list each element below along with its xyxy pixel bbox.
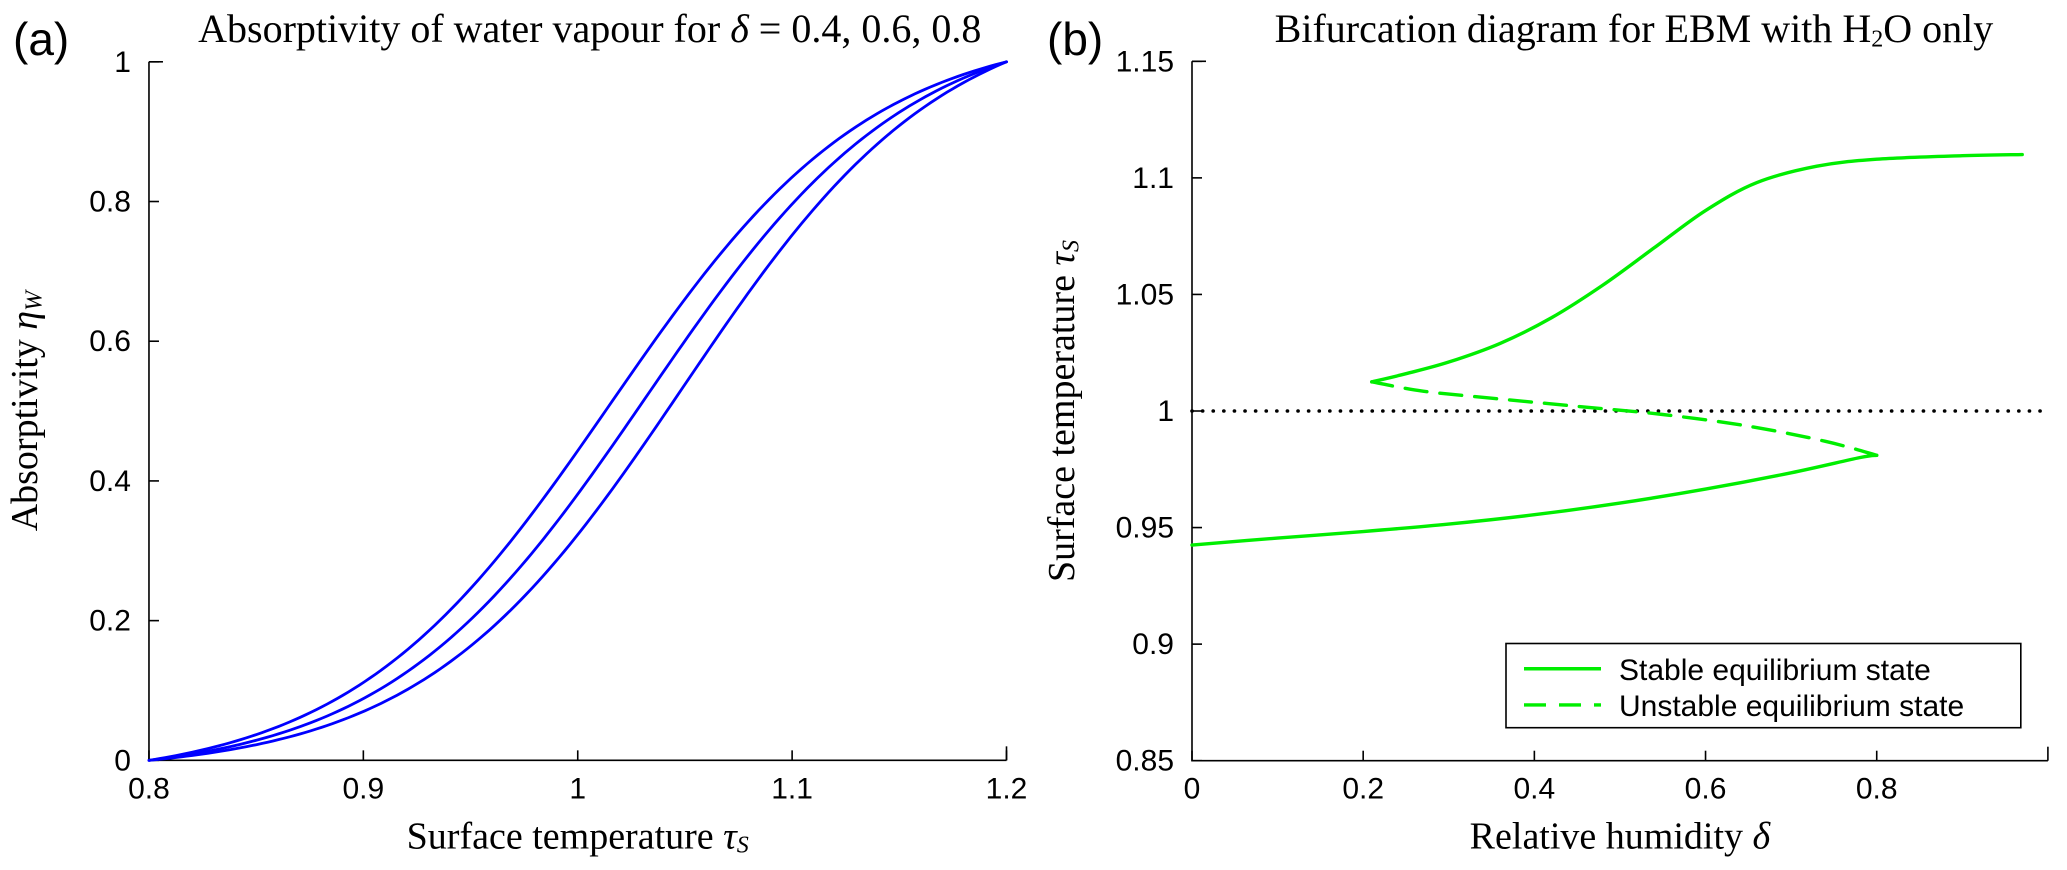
svg-text:0.6: 0.6 xyxy=(1685,773,1727,806)
svg-text:0.2: 0.2 xyxy=(1342,773,1384,806)
svg-text:1: 1 xyxy=(114,46,131,79)
svg-text:0.8: 0.8 xyxy=(128,772,170,805)
svg-text:0.6: 0.6 xyxy=(89,325,131,358)
svg-text:Surface temperature τS: Surface temperature τS xyxy=(407,815,749,858)
svg-text:0.85: 0.85 xyxy=(1116,745,1174,778)
svg-text:1: 1 xyxy=(569,772,586,805)
svg-text:1.1: 1.1 xyxy=(1132,162,1174,195)
svg-text:0.9: 0.9 xyxy=(1132,628,1174,661)
svg-text:0: 0 xyxy=(1184,773,1201,806)
svg-text:0.4: 0.4 xyxy=(1514,773,1556,806)
svg-text:Surface temperature τS: Surface temperature τS xyxy=(1041,240,1084,582)
svg-text:1.05: 1.05 xyxy=(1116,278,1174,311)
svg-text:0.4: 0.4 xyxy=(89,465,131,498)
svg-text:0.95: 0.95 xyxy=(1116,512,1174,545)
svg-text:0.2: 0.2 xyxy=(89,605,131,638)
svg-text:Absorptivity ηW: Absorptivity ηW xyxy=(4,289,47,531)
svg-text:1: 1 xyxy=(1157,395,1174,428)
svg-text:0.8: 0.8 xyxy=(1856,773,1898,806)
svg-text:Absorptivity of water vapour f: Absorptivity of water vapour for δ = 0.4… xyxy=(198,6,981,51)
svg-text:0.9: 0.9 xyxy=(342,772,384,805)
svg-text:Stable equilibrium state: Stable equilibrium state xyxy=(1619,654,1931,687)
svg-text:1.1: 1.1 xyxy=(771,772,813,805)
svg-text:0.8: 0.8 xyxy=(89,186,131,219)
svg-text:Relative humidity δ: Relative humidity δ xyxy=(1470,816,1772,858)
svg-text:Bifurcation diagram for EBM wi: Bifurcation diagram for EBM with H2O onl… xyxy=(1275,6,1994,52)
svg-text:1.2: 1.2 xyxy=(986,772,1028,805)
svg-text:1.15: 1.15 xyxy=(1116,45,1174,78)
svg-text:Unstable equilibrium state: Unstable equilibrium state xyxy=(1619,690,1964,723)
